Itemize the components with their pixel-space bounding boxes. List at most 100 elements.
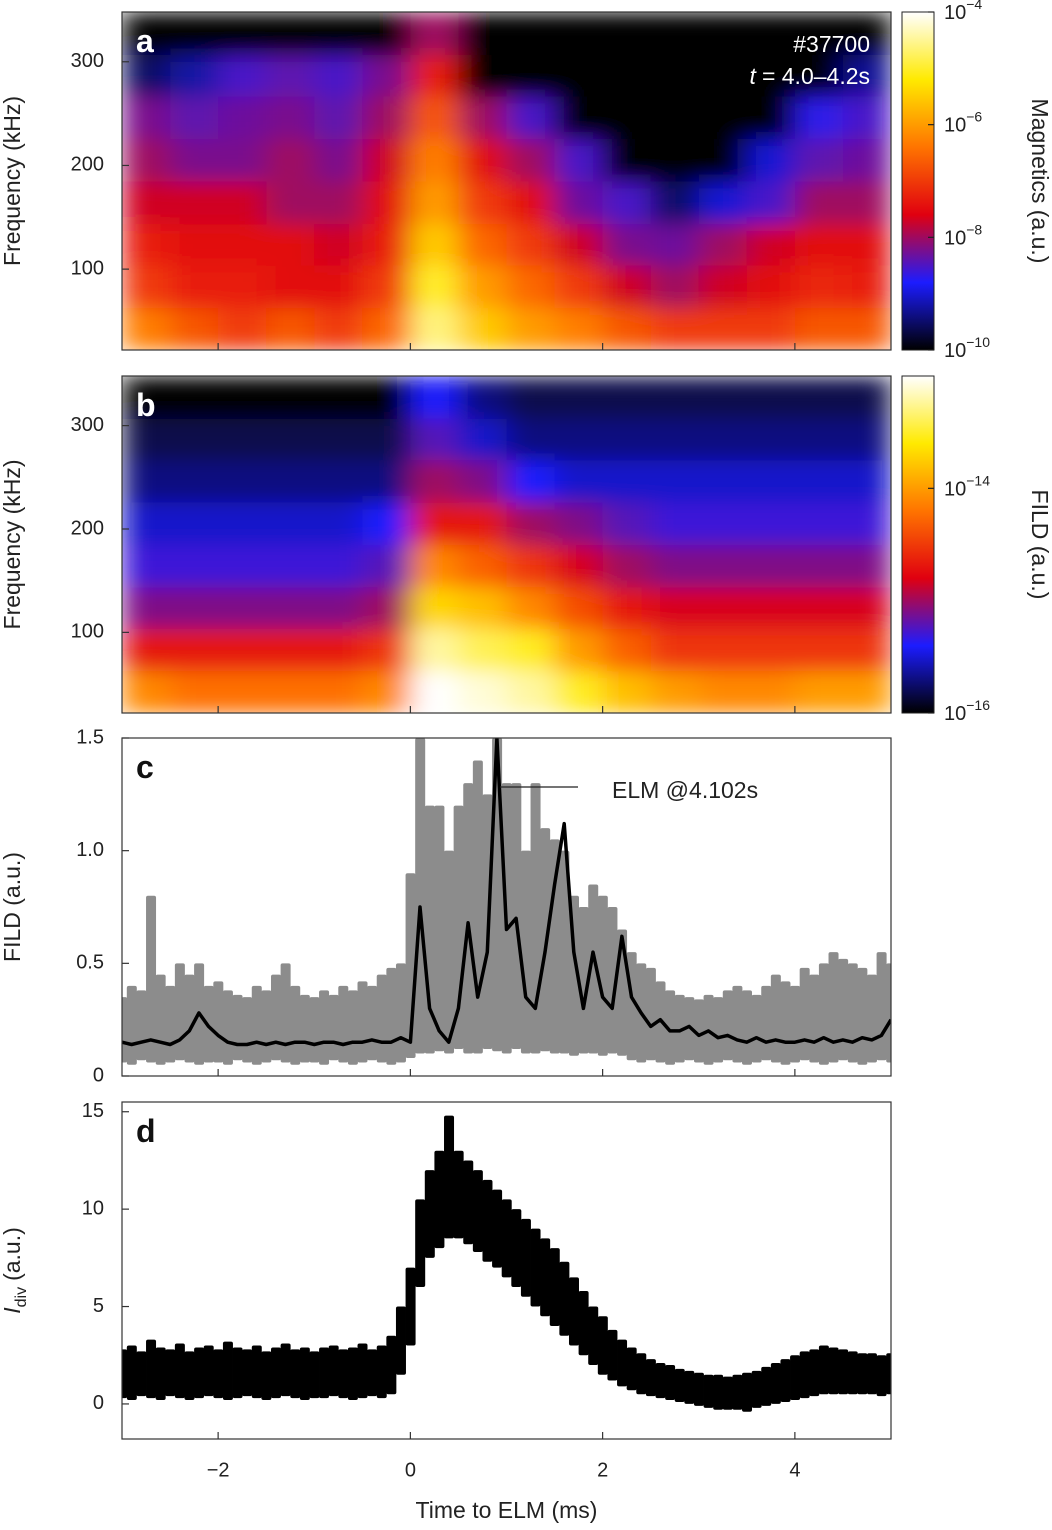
panel-letter: b [136,387,156,423]
heatmap-cell [746,181,796,225]
band-segment [857,967,868,1065]
band-segment [184,974,195,1063]
band-segment [338,1349,349,1399]
colorbar [901,11,935,351]
band-segment [280,1343,291,1397]
heatmap-cell [458,502,507,545]
band-segment [626,1347,637,1391]
heatmap-cell [506,223,556,266]
heatmap-cell [266,628,315,672]
heatmap-cell [266,376,315,419]
band-segment [222,990,233,1065]
heatmap-cell [842,459,891,503]
heatmap-cell [266,54,315,97]
heatmap-cell [170,307,219,350]
heatmap-cell [554,376,604,419]
plot-frame [121,737,892,1077]
band-segment [261,1351,272,1401]
heatmap-cell [362,264,411,308]
band-segment [184,1351,195,1401]
heatmap-cell [170,223,219,266]
heatmap-cell [794,54,844,97]
heatmap-cell [362,12,411,56]
band-segment [790,985,801,1063]
heatmap-cell [602,502,652,545]
heatmap-cell [650,418,700,461]
band-segment [818,1345,829,1395]
heatmap-cell [698,12,748,56]
band-segment [453,1150,464,1239]
heatmap-cell [842,223,891,266]
heatmap-cell [362,586,411,629]
band-segment [174,963,185,1061]
heatmap-cell [170,264,219,308]
band-segment [472,1170,483,1252]
band-segment [818,963,829,1065]
band-segment [742,990,753,1065]
band-segment [866,1353,877,1395]
band-segment [155,974,166,1065]
heatmap-cell [506,307,556,350]
heatmap-cell [314,418,363,461]
heatmap-cell [746,376,796,419]
heatmap-cell [122,628,171,672]
heatmap-cell [170,138,219,182]
band-segment [136,990,147,1061]
heatmap-cell [314,95,363,139]
band-segment [520,850,531,1054]
band-segment [530,783,541,1054]
heatmap-cell [842,307,891,350]
band-segment [136,1351,147,1397]
band-segment [693,999,704,1063]
heatmap-cell [218,628,267,672]
band-segment [395,963,406,1063]
heatmap-cell [842,138,891,182]
band-segment [261,990,272,1063]
heatmap-cell [122,181,171,225]
heatmap-cell [362,223,411,266]
heatmap-cell [122,54,171,97]
band-segment [511,783,522,1049]
heatmap-cell [314,502,363,545]
heatmap-cell [410,459,459,503]
heatmap-cell [410,586,459,629]
y-tick-label: 5 [93,1295,104,1317]
heatmap-cell [362,181,411,225]
heatmap-cell [218,418,267,461]
band-segment [645,1359,656,1397]
band-segment [866,974,877,1063]
heatmap-cell [266,181,315,225]
band-segment [338,985,349,1063]
heatmap-cell [698,181,748,225]
heatmap-cell [458,376,507,419]
heatmap-cell [506,264,556,308]
heatmap-cell [602,138,652,182]
heatmap-cell [218,138,267,182]
heatmap-cell [314,586,363,629]
heatmap-cell [458,586,507,629]
y-tick-label: 0 [93,1392,104,1414]
band-segment [549,1248,560,1327]
heatmap-cell [362,307,411,350]
band-segment [328,1345,339,1397]
heatmap-cell [842,418,891,461]
heatmap-cell [410,376,459,419]
heatmap-cell [602,223,652,266]
heatmap-cell [314,307,363,350]
heatmap-cell [218,586,267,629]
heatmap-cell [698,307,748,350]
band-segment [213,981,224,1063]
y-tick-label: 1.0 [76,839,104,861]
y-axis-label: Frequency (kHz) [0,460,25,630]
band-segment [713,1374,724,1410]
band-segment [482,1179,493,1262]
colorbar-tick-label: 10−16 [944,697,990,726]
heatmap-cell [602,181,652,225]
annotation: ELM @4.102s [612,777,758,803]
heatmap-cell [266,138,315,182]
heatmap-cell [458,54,507,97]
heatmap-cell [218,307,267,350]
heatmap-cell [554,586,604,629]
band-segment [376,974,387,1063]
